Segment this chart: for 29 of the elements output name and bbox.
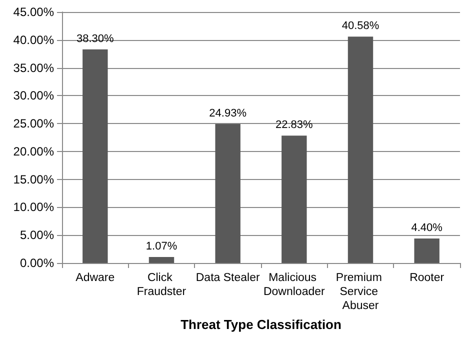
y-tick-label: 5.00% bbox=[20, 228, 54, 242]
data-label: 24.93% bbox=[209, 107, 247, 120]
bar bbox=[348, 36, 374, 263]
bar bbox=[414, 238, 440, 263]
y-tick-label: 45.00% bbox=[13, 5, 54, 19]
data-label: 22.83% bbox=[276, 119, 314, 132]
y-tick-label: 20.00% bbox=[13, 144, 54, 158]
data-label: 40.58% bbox=[342, 20, 380, 32]
x-tick-label: Premium Service Abuser bbox=[336, 272, 386, 312]
data-label: 1.07% bbox=[146, 240, 178, 253]
bar bbox=[282, 136, 307, 263]
data-label: 38.30% bbox=[76, 32, 114, 45]
y-tick-label: 30.00% bbox=[13, 88, 54, 103]
bar bbox=[148, 257, 174, 263]
x-tick-label: Click Fraudster bbox=[136, 272, 186, 298]
bar bbox=[215, 124, 240, 263]
y-tick-label: 40.00% bbox=[13, 32, 54, 47]
y-tick-label: 25.00% bbox=[13, 116, 54, 131]
x-tick-label: Data Stealer bbox=[196, 272, 260, 284]
y-tick-label: 15.00% bbox=[13, 172, 54, 186]
y-tick-label: 0.00% bbox=[20, 256, 54, 270]
data-label: 4.40% bbox=[411, 222, 443, 234]
y-tick-label: 35.00% bbox=[13, 60, 54, 75]
x-tick-label: Adware bbox=[76, 272, 115, 284]
bar bbox=[82, 49, 108, 263]
x-tick-label: Malicious Downloader bbox=[263, 272, 326, 298]
x-tick-label: Rooter bbox=[410, 272, 444, 284]
x-axis-title: Threat Type Classification bbox=[180, 316, 342, 332]
y-tick-label: 10.00% bbox=[13, 200, 54, 214]
